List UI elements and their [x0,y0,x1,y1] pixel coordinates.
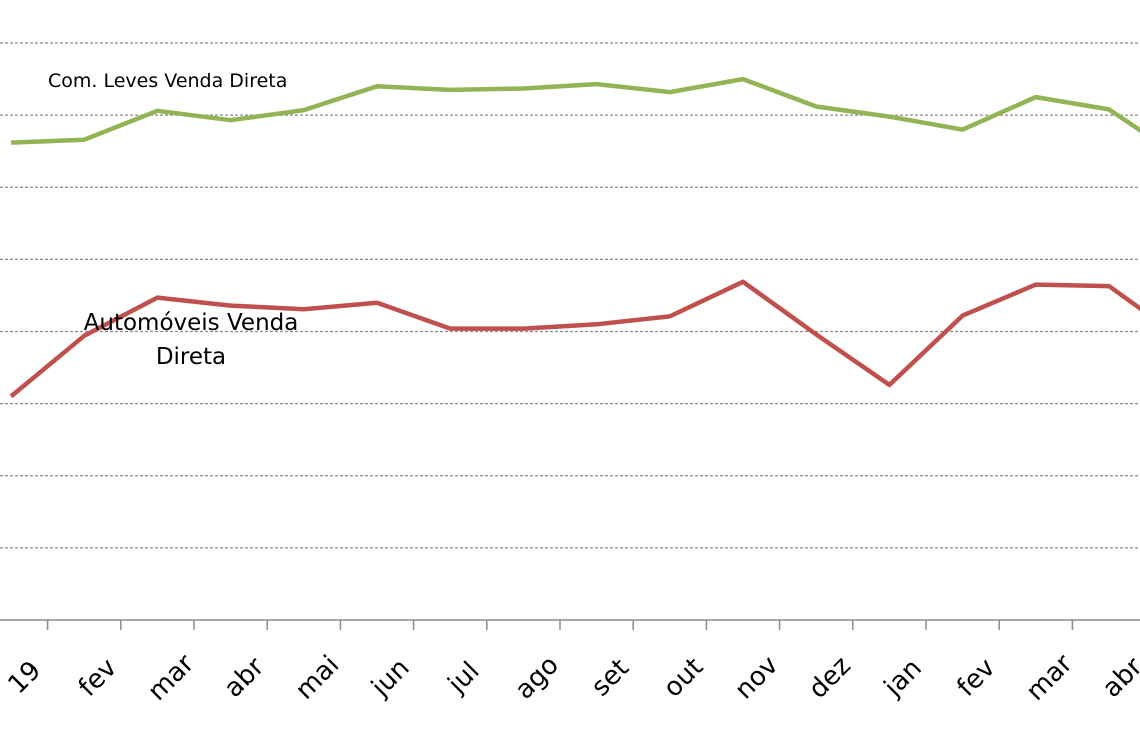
x-tick-label: 19 [2,655,47,700]
x-tick-label: dez [803,651,857,705]
series-label-automoveis: Automóveis Venda Direta [83,310,299,370]
x-tick-label: jun [365,653,415,703]
gridlines [0,42,1140,549]
x-tick-label: jan [878,653,928,703]
x-tick-label: mar [1021,649,1079,707]
x-tick-label: abr [1097,652,1140,704]
x-tick-label: fev [73,653,123,703]
x-tick-label: fev [951,653,1001,703]
series-line-1 [9,279,1140,399]
x-tick-label: mai [290,650,345,705]
series-label-com-leves: Com. Leves Venda Direta [48,70,288,92]
x-axis [0,619,1140,630]
x-tick-label: mar [142,649,200,707]
x-tick-label: set [586,653,635,702]
x-tick-label: nov [729,650,784,705]
series-line-0 [10,76,1140,145]
x-tick-label: out [658,652,709,703]
x-tick-labels: 19 fev mar abr mai jun jul ago set out nov dez jan fe… [2,649,1140,707]
x-tick-label: ago [509,650,564,705]
x-tick-label: jul [442,656,486,700]
series-lines [9,76,1140,399]
x-tick-label: abr [219,652,271,704]
